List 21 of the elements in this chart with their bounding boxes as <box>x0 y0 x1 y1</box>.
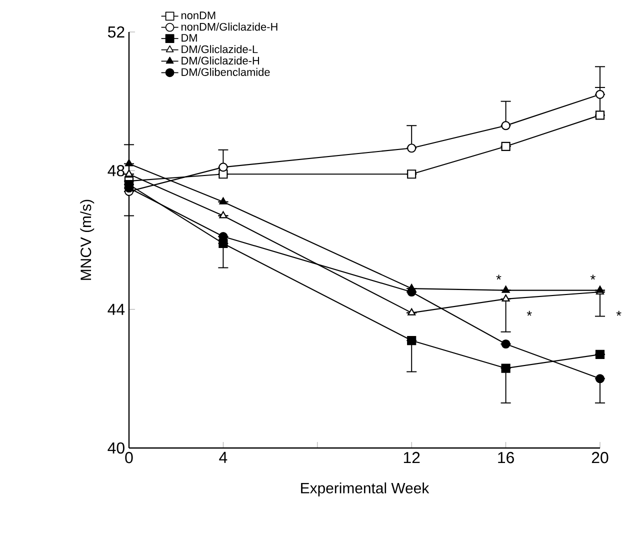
annotation: * <box>526 310 532 316</box>
legend-label: nonDM/Gliclazide-H <box>181 22 278 31</box>
y-axis-title: MNCV (m/s) <box>80 200 94 280</box>
legend-label: nonDM <box>181 12 216 20</box>
x-tick-label: 16 <box>498 452 514 464</box>
x-tick-label: 12 <box>404 452 420 464</box>
x-tick-label: 0 <box>125 452 133 464</box>
legend-label: DM/Gliclazide-L <box>182 45 258 54</box>
x-tick-label: 20 <box>592 452 608 464</box>
legend-label: DM/Glibenclamide <box>182 68 270 76</box>
text: * <box>616 310 622 316</box>
y-tick-label: 40 <box>108 442 124 454</box>
y-tick-label: 52 <box>108 26 124 38</box>
y-tick-label: 48 <box>108 165 124 176</box>
x-axis-title: Experimental Week <box>301 482 430 496</box>
y-tick-label: 44 <box>108 304 125 315</box>
annotation: * <box>590 274 596 280</box>
x-tick-label: 4 <box>219 452 228 463</box>
legend-label: DM <box>182 34 197 42</box>
legend-label: DM/Gliclazide-H <box>182 56 259 65</box>
annotation: * <box>496 274 502 280</box>
